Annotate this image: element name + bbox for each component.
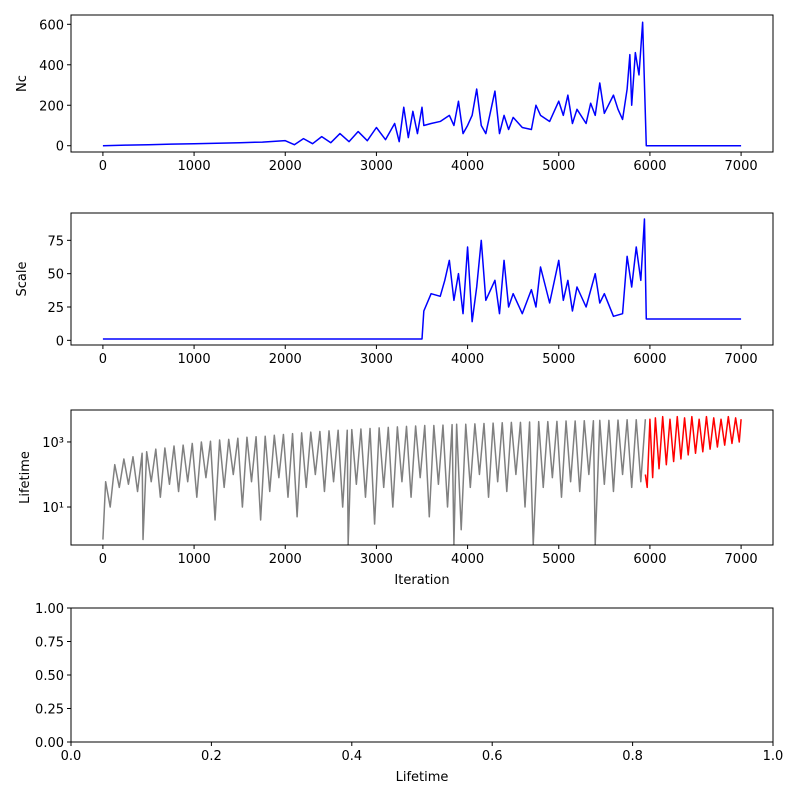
y-tick-label: 25 xyxy=(47,301,64,316)
x-tick-label: 0.4 xyxy=(341,749,362,764)
x-tick-label: 7000 xyxy=(725,352,758,367)
x-tick-label: 2000 xyxy=(269,552,302,567)
x-axis-label: Lifetime xyxy=(396,770,449,785)
plot-area xyxy=(102,21,742,147)
x-tick-label: 6000 xyxy=(633,159,666,174)
x-tick-label: 5000 xyxy=(542,552,575,567)
x-tick-label: 0 xyxy=(99,352,107,367)
y-axis-label: Lifetime xyxy=(18,451,33,504)
x-tick-label: 1.0 xyxy=(763,749,784,764)
x-tick-label: 0 xyxy=(99,159,107,174)
x-tick-label: 0.8 xyxy=(622,749,643,764)
y-tick-label: 0 xyxy=(56,140,64,155)
x-tick-label: 0 xyxy=(99,552,107,567)
data-line xyxy=(102,419,647,545)
x-tick-label: 4000 xyxy=(451,159,484,174)
axes-frame xyxy=(70,607,774,743)
y-tick-label: 1.00 xyxy=(35,602,64,617)
data-line xyxy=(644,415,742,489)
x-tick-label: 1000 xyxy=(178,159,211,174)
x-tick-label: 3000 xyxy=(360,352,393,367)
x-tick-label: 0.2 xyxy=(201,749,222,764)
y-tick-label: 0.00 xyxy=(35,736,64,751)
x-tick-label: 0.6 xyxy=(482,749,503,764)
x-tick-label: 2000 xyxy=(269,159,302,174)
y-tick-label: 0.25 xyxy=(35,703,64,718)
y-tick-label: 50 xyxy=(47,268,64,283)
y-tick-label: 0.75 xyxy=(35,636,64,651)
y-tick-label: 200 xyxy=(39,99,64,114)
data-line xyxy=(102,218,742,340)
plot-area xyxy=(102,415,742,545)
x-tick-label: 5000 xyxy=(542,159,575,174)
x-tick-label: 3000 xyxy=(360,159,393,174)
x-tick-label: 6000 xyxy=(633,352,666,367)
y-axis-label: Nc xyxy=(15,75,30,92)
y-tick-label: 400 xyxy=(39,59,64,74)
axes-frame xyxy=(70,212,774,346)
x-axis-label: Iteration xyxy=(394,573,449,588)
x-tick-label: 1000 xyxy=(178,552,211,567)
axes-frame xyxy=(70,14,774,153)
y-axis-label: Scale xyxy=(15,262,30,297)
x-tick-label: 5000 xyxy=(542,352,575,367)
x-tick-label: 7000 xyxy=(725,159,758,174)
y-tick-label: 0.50 xyxy=(35,669,64,684)
x-tick-label: 1000 xyxy=(178,352,211,367)
y-tick-label: 75 xyxy=(47,234,64,249)
x-tick-label: 4000 xyxy=(451,552,484,567)
y-tick-label: 10¹ xyxy=(42,501,64,516)
plot-area xyxy=(102,218,742,340)
x-tick-label: 0.0 xyxy=(61,749,82,764)
x-tick-label: 3000 xyxy=(360,552,393,567)
x-tick-label: 6000 xyxy=(633,552,666,567)
axes-frame xyxy=(70,409,774,546)
y-tick-label: 600 xyxy=(39,18,64,33)
y-tick-label: 10³ xyxy=(42,436,64,451)
x-tick-label: 2000 xyxy=(269,352,302,367)
x-tick-label: 4000 xyxy=(451,352,484,367)
x-tick-label: 7000 xyxy=(725,552,758,567)
data-line xyxy=(102,21,742,147)
y-tick-label: 0 xyxy=(56,334,64,349)
